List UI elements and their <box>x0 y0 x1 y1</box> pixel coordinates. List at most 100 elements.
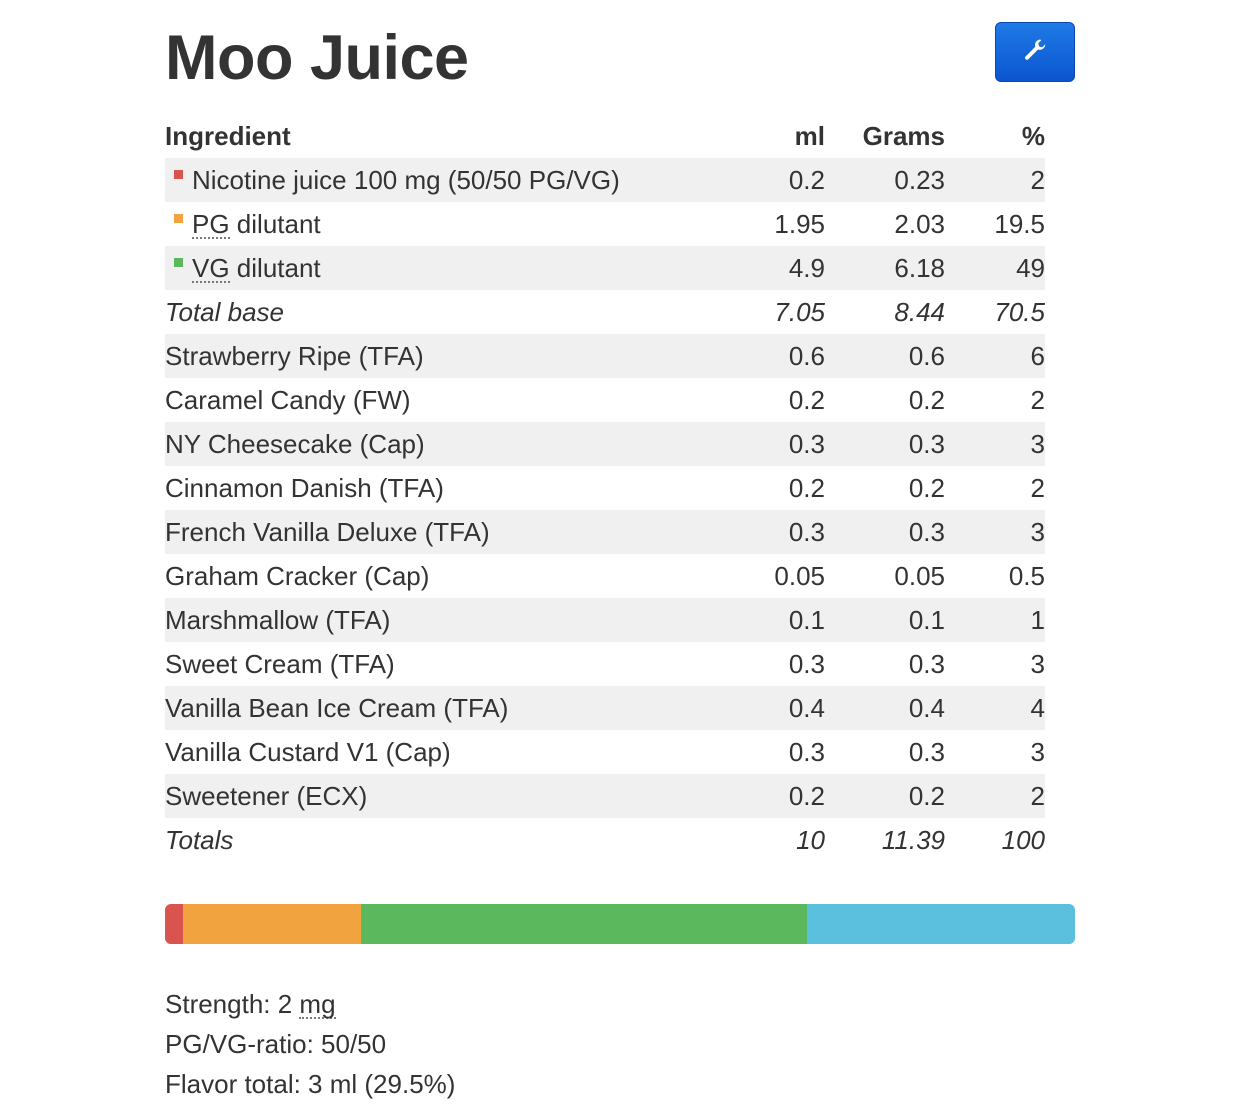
flavor-rows: Strawberry Ripe (TFA) 0.6 0.6 6 Caramel Cand… <box>165 334 1045 818</box>
nicotine-color-swatch <box>174 169 183 179</box>
ml-value: 1.95 <box>774 209 825 239</box>
vg-color-swatch <box>174 257 183 267</box>
grams-value: 0.23 <box>825 158 945 202</box>
grams-value: 0.2 <box>908 385 945 415</box>
percent-value: 4 <box>945 686 1045 730</box>
ingredient-name: French Vanilla Deluxe (TFA) <box>165 510 705 554</box>
header-ingredient: Ingredient <box>165 121 291 151</box>
ingredient-name: Vanilla Bean Ice Cream (TFA) <box>165 686 705 730</box>
grams-value: 0.3 <box>825 510 945 554</box>
ml-value: 0.2 <box>788 385 825 415</box>
ml-value: 0.1 <box>705 598 825 642</box>
percent-value: 2 <box>1030 473 1045 503</box>
ingredient-name: dilutant <box>229 209 321 239</box>
flavor-total-line: Flavor total: 3 ml (29.5%) <box>165 1069 456 1099</box>
table-row: Cinnamon Danish (TFA) 0.2 0.2 2 <box>165 466 1045 510</box>
table-row-total-base: Total base 7.05 8.44 70.5 <box>165 290 1045 334</box>
grams-value: 0.4 <box>825 686 945 730</box>
strength-text: Strength: 2 <box>165 989 300 1019</box>
ml-value: 0.3 <box>705 510 825 554</box>
ml-value: 0.4 <box>705 686 825 730</box>
table-row: Sweetener (ECX) 0.2 0.2 2 <box>165 774 1045 818</box>
ml-value: 4.9 <box>705 246 825 290</box>
vg-bar-segment <box>360 904 807 944</box>
totals-label: Totals <box>165 825 234 855</box>
grams-value: 0.3 <box>908 737 945 767</box>
table-row-pg-dilutant: PG dilutant 1.95 2.03 19.5 <box>165 202 1045 246</box>
grams-value: 0.05 <box>894 561 945 591</box>
pg-abbreviation[interactable]: PG <box>192 209 230 239</box>
ml-value: 10 <box>796 825 825 855</box>
ingredient-name: Nicotine juice 100 mg (50/50 PG/VG) <box>192 165 620 195</box>
strength-line: Strength: 2 mg <box>165 984 455 1024</box>
table-row: Graham Cracker (Cap) 0.05 0.05 0.5 <box>165 554 1045 598</box>
ingredient-name: Marshmallow (TFA) <box>165 598 705 642</box>
grams-value: 0.2 <box>825 774 945 818</box>
pg-bar-segment <box>183 904 361 944</box>
percent-value: 19.5 <box>994 209 1045 239</box>
ingredient-name: Sweet Cream (TFA) <box>165 649 395 679</box>
percent-value: 2 <box>945 774 1045 818</box>
tools-button[interactable] <box>995 22 1075 82</box>
table-row: French Vanilla Deluxe (TFA) 0.3 0.3 3 <box>165 510 1045 554</box>
table-row: Strawberry Ripe (TFA) 0.6 0.6 6 <box>165 334 1045 378</box>
header-grams: Grams <box>862 121 945 151</box>
pg-vg-ratio-line: PG/VG-ratio: 50/50 <box>165 1029 387 1059</box>
percent-value: 49 <box>945 246 1045 290</box>
composition-bar <box>165 904 1075 944</box>
ingredient-name: Strawberry Ripe (TFA) <box>165 334 705 378</box>
grams-value: 6.18 <box>825 246 945 290</box>
table-row: Sweet Cream (TFA) 0.3 0.3 3 <box>165 642 1045 686</box>
header-percent: % <box>1021 121 1045 151</box>
ml-value: 0.2 <box>705 774 825 818</box>
table-row-nicotine: Nicotine juice 100 mg (50/50 PG/VG) 0.2 … <box>165 158 1045 202</box>
wrench-icon <box>1022 37 1048 68</box>
grams-value: 0.3 <box>825 422 945 466</box>
ml-value: 0.3 <box>788 649 825 679</box>
ingredient-name: Sweetener (ECX) <box>165 774 705 818</box>
recipe-table: Ingredient ml Grams % Nicotine juice 100… <box>165 114 1045 862</box>
percent-value: 3 <box>1030 737 1045 767</box>
ml-value: 0.6 <box>705 334 825 378</box>
ml-value: 0.05 <box>774 561 825 591</box>
flavor-bar-segment <box>806 904 1075 944</box>
strength-unit[interactable]: mg <box>299 989 336 1019</box>
total-base-label: Total base <box>165 297 285 327</box>
grams-value: 0.6 <box>825 334 945 378</box>
ingredient-name: Caramel Candy (FW) <box>165 385 411 415</box>
table-row: Caramel Candy (FW) 0.2 0.2 2 <box>165 378 1045 422</box>
recipe-title: Moo Juice <box>165 23 469 93</box>
grams-value: 0.3 <box>908 649 945 679</box>
ingredient-name: Graham Cracker (Cap) <box>165 561 430 591</box>
percent-value: 100 <box>1001 825 1045 855</box>
nicotine-bar-segment <box>165 904 184 944</box>
percent-value: 2 <box>945 158 1045 202</box>
table-row: NY Cheesecake (Cap) 0.3 0.3 3 <box>165 422 1045 466</box>
percent-value: 6 <box>945 334 1045 378</box>
vg-abbreviation[interactable]: VG <box>192 253 230 283</box>
percent-value: 2 <box>1030 385 1045 415</box>
ml-value: 0.3 <box>705 422 825 466</box>
grams-value: 2.03 <box>894 209 945 239</box>
ingredient-name: NY Cheesecake (Cap) <box>165 422 705 466</box>
percent-value: 3 <box>945 510 1045 554</box>
percent-value: 3 <box>945 422 1045 466</box>
ml-value: 0.3 <box>788 737 825 767</box>
pg-color-swatch <box>174 213 183 223</box>
ingredient-name: Vanilla Custard V1 (Cap) <box>165 737 451 767</box>
ml-value: 0.2 <box>788 473 825 503</box>
percent-value: 0.5 <box>1008 561 1045 591</box>
table-row: Marshmallow (TFA) 0.1 0.1 1 <box>165 598 1045 642</box>
grams-value: 11.39 <box>881 825 945 855</box>
grams-value: 8.44 <box>894 297 945 327</box>
recipe-summary: Strength: 2 mg PG/VG-ratio: 50/50 Flavor… <box>165 984 455 1104</box>
percent-value: 3 <box>1030 649 1045 679</box>
ml-value: 0.2 <box>705 158 825 202</box>
percent-value: 70.5 <box>994 297 1045 327</box>
percent-value: 1 <box>945 598 1045 642</box>
header-ml: ml <box>794 121 825 151</box>
table-row: Vanilla Bean Ice Cream (TFA) 0.4 0.4 4 <box>165 686 1045 730</box>
table-header-row: Ingredient ml Grams % <box>165 114 1045 158</box>
ingredient-name: Cinnamon Danish (TFA) <box>165 473 444 503</box>
ingredient-name: dilutant <box>229 253 321 283</box>
